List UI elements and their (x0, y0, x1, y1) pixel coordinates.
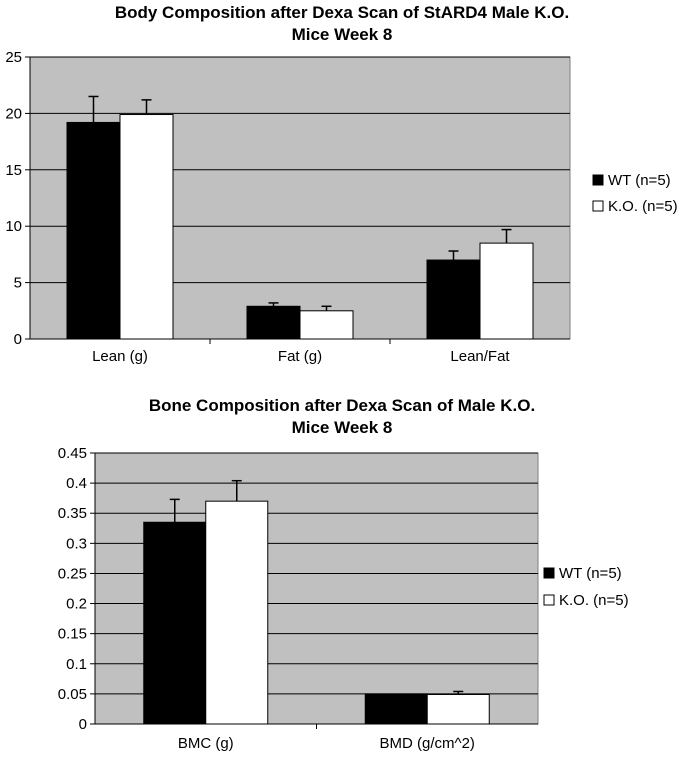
y-tick-label: 0.05 (58, 686, 87, 703)
bone-composition-plot: 0 0.05 0.1 0.15 0.2 0.25 0.3 0.35 0.4 0.45 BMC (g)… (58, 445, 629, 752)
legend-swatch (543, 567, 555, 579)
bar (119, 114, 174, 340)
y-tick-label: 20 (5, 105, 22, 122)
chart-title-line1: Body Composition after Dexa Scan of StAR… (114, 3, 570, 22)
x-tick-label: Fat (g) (278, 348, 322, 365)
legend-swatch (543, 594, 555, 606)
bar (205, 500, 269, 725)
x-tick-label: Lean (g) (92, 348, 148, 365)
y-tick-label: 0.35 (58, 505, 87, 522)
y-tick-label: 0.1 (66, 656, 87, 673)
bar (66, 121, 121, 340)
legend-swatch (592, 174, 604, 186)
bone-composition-chart: Bone Composition after Dexa Scan of Male… (0, 395, 684, 759)
body-composition-chart: Body Composition after Dexa Scan of StAR… (0, 2, 684, 365)
legend-label: WT (n=5) (559, 565, 622, 582)
y-tick-label: 25 (5, 49, 22, 66)
y-tick-label: 0.3 (66, 535, 87, 552)
bar (246, 305, 301, 340)
chart-title-line2: Mice Week 8 (291, 25, 393, 44)
legend-swatch (592, 200, 604, 212)
x-tick-label: Lean/Fat (450, 348, 510, 365)
y-tick-label: 0.45 (58, 445, 87, 462)
bar (364, 693, 428, 725)
bar (426, 693, 490, 725)
y-tick-label: 10 (5, 218, 22, 235)
bar (299, 310, 354, 340)
y-tick-label: 0 (79, 716, 87, 733)
chart-title-line1: Bone Composition after Dexa Scan of Male… (148, 396, 536, 415)
y-tick-label: 5 (14, 275, 22, 292)
y-tick-label: 0.15 (58, 626, 87, 643)
legend-label: K.O. (n=5) (608, 198, 678, 215)
chart-title: Body Composition after Dexa Scan of StAR… (0, 2, 684, 46)
y-tick-label: 0.2 (66, 596, 87, 613)
x-tick-label: BMC (g) (178, 735, 234, 752)
x-tick-label: BMD (g/cm^2) (380, 735, 475, 752)
legend-label: K.O. (n=5) (559, 592, 629, 609)
y-tick-label: 0.25 (58, 565, 87, 582)
body-composition-plot: 0 5 10 15 20 25 Lean (g) Fat (g) Lean/Fat WT (n=5… (5, 49, 678, 365)
y-tick-label: 0 (14, 331, 22, 348)
legend-label: WT (n=5) (608, 172, 671, 189)
bar (479, 242, 534, 340)
chart-title-line2: Mice Week 8 (291, 418, 393, 437)
y-tick-label: 15 (5, 162, 22, 179)
chart-title: Bone Composition after Dexa Scan of Male… (0, 395, 684, 439)
y-tick-label: 0.4 (66, 475, 87, 492)
bar (426, 259, 481, 340)
bar (143, 521, 207, 725)
